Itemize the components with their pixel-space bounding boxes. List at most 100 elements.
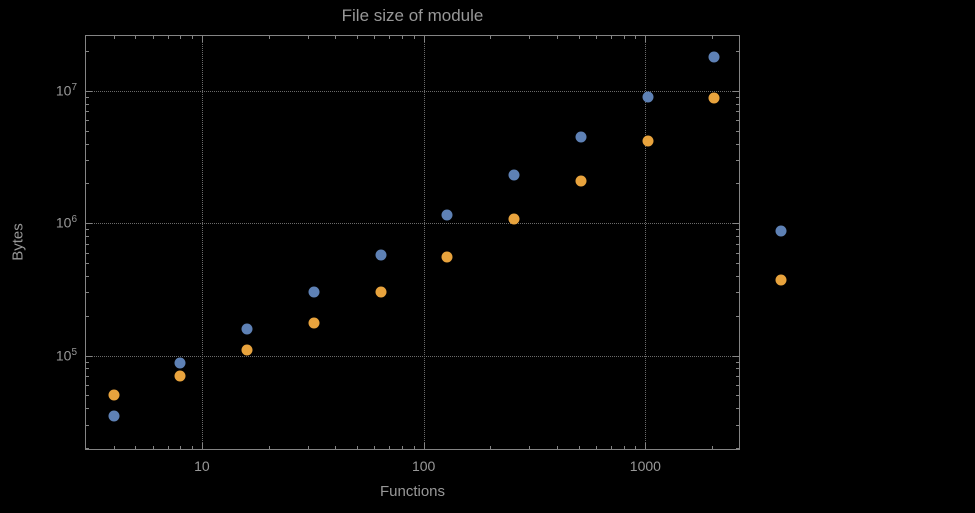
y-tick-minor: [86, 368, 89, 370]
data-point-series2: [108, 389, 120, 401]
x-tick-minor: [180, 36, 182, 39]
y-tick-minor: [86, 292, 89, 294]
data-point-series2: [308, 317, 320, 329]
chart-title: File size of module: [341, 6, 484, 25]
data-point-series2: [642, 135, 654, 147]
y-tick-minor: [86, 243, 89, 245]
x-tick-minor: [191, 36, 193, 39]
plot-area: 10 100 1000 105 106 107: [56, 35, 787, 474]
x-tick-minor: [374, 36, 376, 39]
y-tick-minor: [736, 395, 739, 397]
y-tick-minor: [736, 120, 739, 122]
y-tick-minor: [736, 143, 739, 145]
x-tick-minor: [135, 446, 137, 449]
data-point-series1: [642, 91, 654, 103]
data-point-series1: [174, 357, 186, 369]
data-point-series2: [241, 344, 253, 356]
y-tick-minor: [736, 243, 739, 245]
y-tick-minor: [736, 384, 739, 386]
y-tick-minor: [736, 51, 739, 53]
y-tick-minor: [86, 384, 89, 386]
gridline-horizontal: [86, 223, 739, 225]
x-tick-minor: [356, 36, 358, 39]
y-tick-minor: [736, 376, 739, 378]
x-tick-major: [645, 443, 647, 449]
x-tick-major: [423, 443, 425, 449]
y-tick-minor: [736, 160, 739, 162]
y-tick-minor: [86, 424, 89, 426]
y-tick-minor: [86, 183, 89, 185]
data-point-series2: [575, 175, 587, 187]
x-tick-minor: [167, 446, 169, 449]
x-tick-label: 1000: [629, 458, 661, 474]
data-point-series2: [508, 213, 520, 225]
x-tick-minor: [356, 446, 358, 449]
x-tick-minor: [529, 446, 531, 449]
x-tick-major: [201, 443, 203, 449]
y-tick-major: [86, 355, 92, 357]
x-tick-minor: [596, 446, 598, 449]
data-point-series1: [241, 323, 253, 335]
x-tick-minor: [596, 36, 598, 39]
x-tick-minor: [578, 36, 580, 39]
data-point-series2: [441, 251, 453, 263]
gridline-vertical: [423, 36, 425, 449]
data-point-series2: [775, 274, 787, 286]
y-tick-minor: [736, 96, 739, 98]
y-tick-minor: [86, 51, 89, 53]
x-tick-minor: [712, 446, 714, 449]
y-tick-minor: [736, 424, 739, 426]
x-tick-minor: [529, 36, 531, 39]
x-tick-minor: [635, 36, 637, 39]
x-tick-minor: [152, 446, 154, 449]
x-tick-minor: [578, 446, 580, 449]
x-tick-minor: [152, 36, 154, 39]
x-tick-label: 10: [194, 458, 210, 474]
x-tick-minor: [413, 446, 415, 449]
gridline-horizontal: [86, 90, 739, 92]
x-tick-minor: [611, 446, 613, 449]
y-tick-major: [86, 90, 92, 92]
x-tick-minor: [623, 446, 625, 449]
x-tick-minor: [402, 36, 404, 39]
y-tick-minor: [86, 160, 89, 162]
data-point-series1: [108, 410, 120, 422]
y-tick-minor: [86, 408, 89, 410]
data-point-series1: [775, 225, 787, 237]
y-tick-minor: [736, 408, 739, 410]
data-point-series1: [375, 249, 387, 261]
y-tick-minor: [86, 96, 89, 98]
x-tick-label: 100: [411, 458, 436, 474]
y-tick-minor: [86, 103, 89, 105]
data-point-series1: [441, 209, 453, 221]
x-tick-major: [645, 36, 647, 42]
x-tick-minor: [135, 36, 137, 39]
gridline-horizontal: [86, 355, 739, 357]
y-tick-minor: [736, 275, 739, 277]
gridline-vertical: [645, 36, 647, 449]
data-point-series1: [708, 51, 720, 63]
y-tick-minor: [736, 315, 739, 317]
y-tick-minor: [86, 315, 89, 317]
data-point-series2: [708, 92, 720, 104]
y-tick-minor: [736, 229, 739, 231]
y-tick-major: [733, 90, 739, 92]
y-tick-minor: [86, 229, 89, 231]
x-tick-minor: [307, 36, 309, 39]
x-tick-minor: [402, 446, 404, 449]
gridline-vertical: [201, 36, 203, 449]
x-tick-minor: [335, 36, 337, 39]
y-tick-major: [86, 223, 92, 225]
y-tick-minor: [86, 395, 89, 397]
y-tick-minor: [86, 143, 89, 145]
x-tick-minor: [490, 36, 492, 39]
y-tick-minor: [736, 292, 739, 294]
x-tick-minor: [389, 446, 391, 449]
data-point-series2: [375, 286, 387, 298]
x-tick-major: [201, 36, 203, 42]
y-tick-minor: [736, 263, 739, 265]
x-tick-minor: [113, 446, 115, 449]
y-tick-minor: [736, 448, 739, 450]
y-tick-minor: [736, 236, 739, 238]
